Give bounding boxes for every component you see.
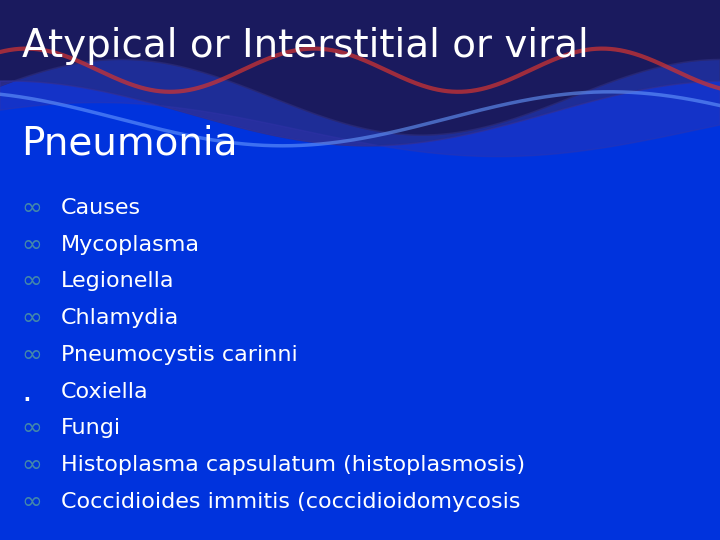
Text: Atypical or Interstitial or viral: Atypical or Interstitial or viral [22,27,588,65]
Text: ∞: ∞ [22,233,42,256]
Text: .: . [22,375,32,408]
Text: Coxiella: Coxiella [61,381,149,402]
Text: Coccidioides immitis (coccidioidomycosis: Coccidioides immitis (coccidioidomycosis [61,491,521,512]
Text: Chlamydia: Chlamydia [61,308,179,328]
Text: Pneumonia: Pneumonia [22,124,238,162]
Text: ∞: ∞ [22,269,42,293]
Text: Pneumocystis carinni: Pneumocystis carinni [61,345,298,365]
Text: Causes: Causes [61,198,141,218]
Text: Fungi: Fungi [61,418,122,438]
Text: Mycoplasma: Mycoplasma [61,234,200,255]
Text: ∞: ∞ [22,306,42,330]
Text: ∞: ∞ [22,416,42,440]
Text: ∞: ∞ [22,343,42,367]
Text: ∞: ∞ [22,196,42,220]
Text: Histoplasma capsulatum (histoplasmosis): Histoplasma capsulatum (histoplasmosis) [61,455,526,475]
Text: ∞: ∞ [22,490,42,514]
Text: ∞: ∞ [22,453,42,477]
Text: Legionella: Legionella [61,271,175,292]
